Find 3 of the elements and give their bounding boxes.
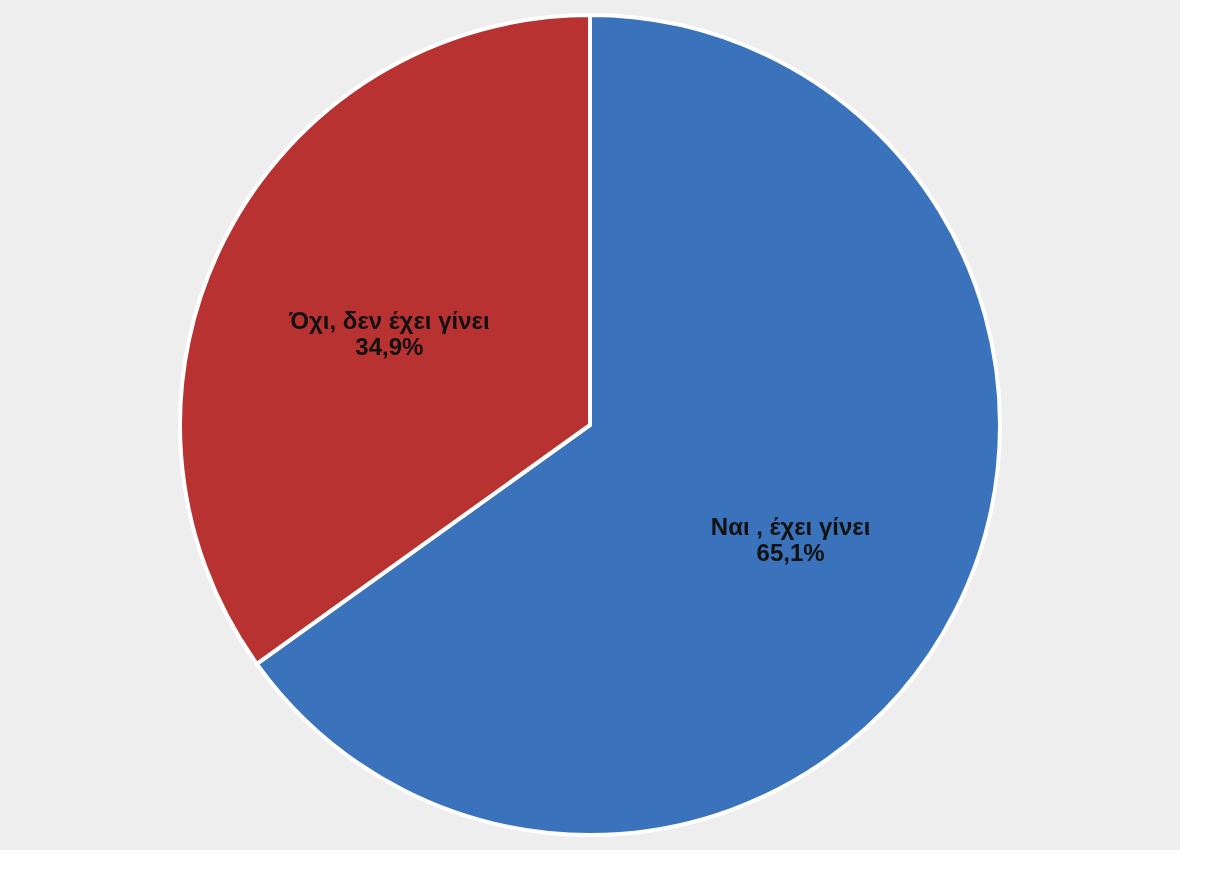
- slice-label: Όχι, δεν έχει γίνει: [288, 306, 490, 334]
- data-label: 65,1%: [756, 539, 825, 567]
- slice-label: Ναι , έχει γίνει: [710, 513, 871, 541]
